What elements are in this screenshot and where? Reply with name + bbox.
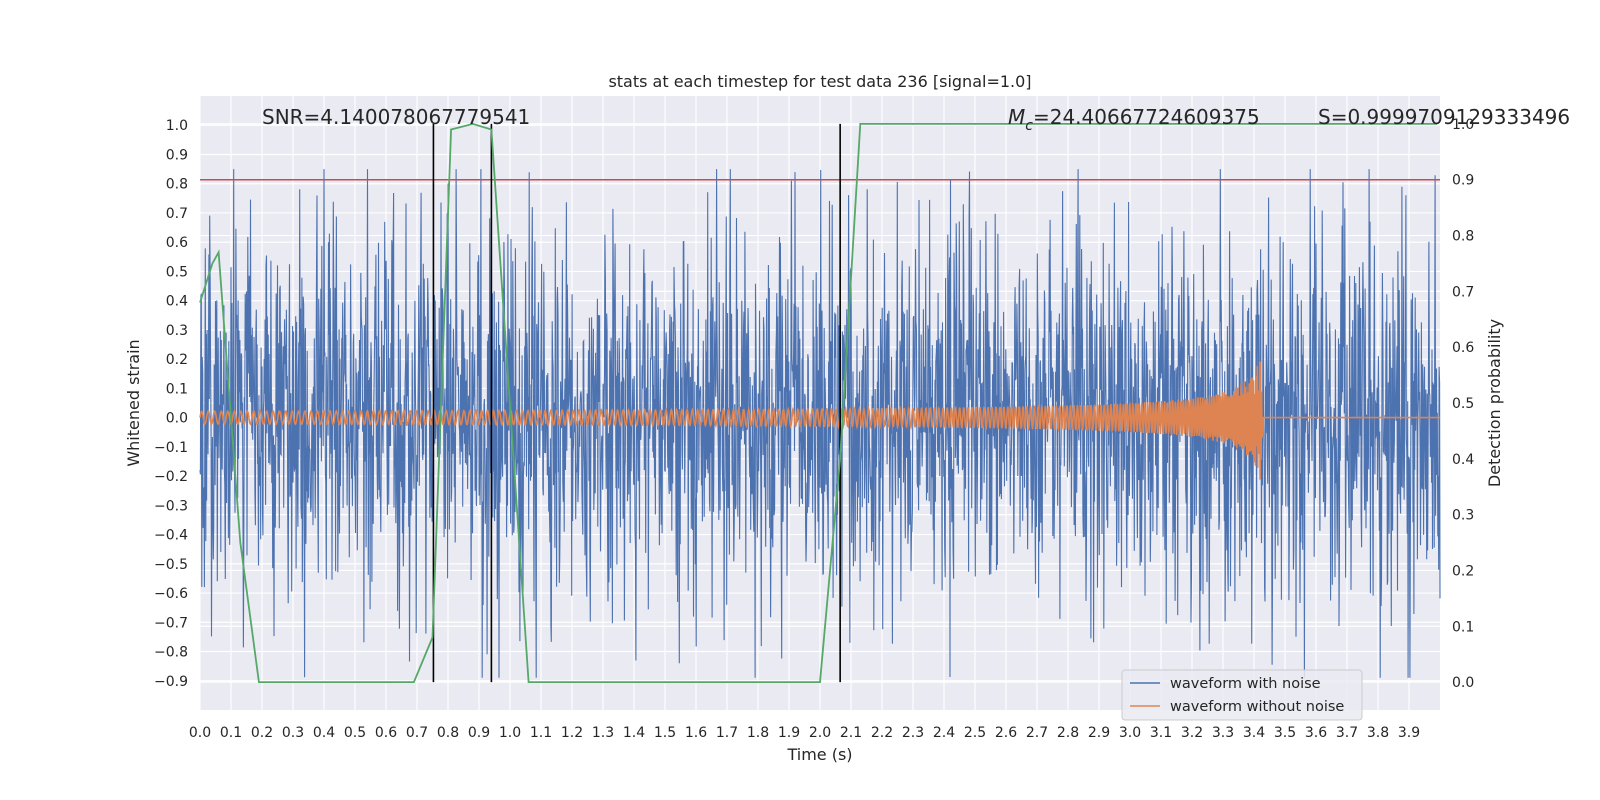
chirp-mass-annotation: Mc=24.40667724609375 <box>1008 105 1260 134</box>
y-tick-label-left: −0.9 <box>154 674 188 690</box>
x-tick-label: 1.0 <box>499 725 521 741</box>
x-tick-label: 3.5 <box>1274 725 1296 741</box>
y-tick-label-left: 0.5 <box>166 264 188 280</box>
x-tick-label: 1.9 <box>778 725 800 741</box>
y-tick-label-left: 0.2 <box>166 352 188 368</box>
x-tick-label: 2.7 <box>1026 725 1048 741</box>
y-tick-label-right: 0.2 <box>1452 563 1474 579</box>
legend-label-clean: waveform without noise <box>1170 699 1344 715</box>
x-tick-label: 2.8 <box>1057 725 1079 741</box>
x-tick-label: 0.4 <box>313 725 335 741</box>
x-tick-label: 3.0 <box>1119 725 1141 741</box>
x-tick-label: 2.2 <box>871 725 893 741</box>
x-tick-label: 2.5 <box>964 725 986 741</box>
x-tick-label: 0.5 <box>344 725 366 741</box>
x-tick-label: 0.3 <box>282 725 304 741</box>
y-tick-label-left: 0.3 <box>166 323 188 339</box>
y-tick-label-left: −0.6 <box>154 586 188 602</box>
x-tick-label: 1.7 <box>716 725 738 741</box>
y-tick-label-left: −0.2 <box>154 469 188 485</box>
x-tick-label: 3.2 <box>1181 725 1203 741</box>
x-tick-label: 3.7 <box>1336 725 1358 741</box>
x-tick-label: 0.2 <box>251 725 273 741</box>
y-tick-label-right: 0.6 <box>1452 340 1474 356</box>
y-tick-label-left: 0.7 <box>166 206 188 222</box>
score-annotation: S=0.9999709129333496 <box>1318 105 1570 129</box>
x-tick-label: 3.9 <box>1398 725 1420 741</box>
chirp-layer <box>199 361 1440 480</box>
ticks: 0.0 0.1 0.2 0.3 0.4 0.5 0.6 0.7 0.8 0.9 1.0 1.1 1.2 1… <box>154 117 1474 741</box>
x-tick-label: 1.8 <box>747 725 769 741</box>
y-tick-label-left: −0.4 <box>154 528 188 544</box>
y-tick-label-left: 0.1 <box>166 381 188 397</box>
y-tick-label-right: 0.9 <box>1452 173 1474 189</box>
y-tick-label-right: 0.3 <box>1452 508 1474 524</box>
x-tick-label: 1.4 <box>623 725 645 741</box>
x-tick-label: 1.1 <box>530 725 552 741</box>
x-tick-label: 0.9 <box>468 725 490 741</box>
y-tick-label-right: 0.0 <box>1452 675 1474 691</box>
probability-layer <box>199 122 1437 683</box>
y-tick-label-left: 0.9 <box>166 147 188 163</box>
y-tick-label-right: 0.7 <box>1452 284 1474 300</box>
legend-label-noise: waveform with noise <box>1170 676 1321 692</box>
y-tick-label-left: −0.5 <box>154 557 188 573</box>
x-tick-label: 1.5 <box>654 725 676 741</box>
x-tick-label: 2.6 <box>995 725 1017 741</box>
x-tick-label: 3.4 <box>1243 725 1265 741</box>
y-tick-label-left: 0.0 <box>166 411 188 427</box>
legend-box <box>1121 669 1363 721</box>
y-tick-label-left: 0.4 <box>166 294 188 310</box>
x-tick-label: 3.8 <box>1367 725 1389 741</box>
chirp-mass-subscript: c <box>1025 118 1033 134</box>
x-tick-label: 0.6 <box>375 725 397 741</box>
noise-layer <box>199 169 1441 678</box>
legend: waveform with noise waveform without noi… <box>1121 669 1363 721</box>
x-tick-label: 1.2 <box>561 725 583 741</box>
x-tick-label: 0.1 <box>220 725 242 741</box>
x-tick-label: 2.9 <box>1088 725 1110 741</box>
y-axis-label-left: Whitened strain <box>124 339 143 466</box>
y-tick-label-right: 1.0 <box>1452 117 1474 133</box>
y-tick-label-left: −0.7 <box>154 615 188 631</box>
x-tick-label: 2.1 <box>840 725 862 741</box>
y-tick-label-left: −0.1 <box>154 440 188 456</box>
y-tick-label-right: 0.4 <box>1452 452 1474 468</box>
x-axis-label: Time (s) <box>786 745 852 764</box>
series-line-waveform-with-noise <box>199 169 1441 678</box>
y-tick-label-right: 0.1 <box>1452 619 1474 635</box>
x-tick-label: 2.3 <box>902 725 924 741</box>
y-tick-label-left: −0.8 <box>154 645 188 661</box>
y-tick-label-right: 0.5 <box>1452 396 1474 412</box>
x-tick-label: 0.8 <box>437 725 459 741</box>
x-tick-label: 1.6 <box>685 725 707 741</box>
chart-title: stats at each timestep for test data 236… <box>608 72 1031 91</box>
series-line-waveform-without-noise <box>199 361 1440 480</box>
y-tick-label-left: 1.0 <box>166 118 188 134</box>
series-line-detection-probability <box>199 122 1437 683</box>
x-tick-label: 0.0 <box>189 725 211 741</box>
x-tick-label: 1.3 <box>592 725 614 741</box>
x-tick-label: 2.4 <box>933 725 955 741</box>
y-axis-label-right: Detection probability <box>1485 319 1504 487</box>
x-tick-label: 3.1 <box>1150 725 1172 741</box>
y-tick-label-left: 0.6 <box>166 235 188 251</box>
x-tick-label: 3.3 <box>1212 725 1234 741</box>
x-tick-label: 0.7 <box>406 725 428 741</box>
y-tick-label-left: −0.3 <box>154 498 188 514</box>
x-tick-label: 3.6 <box>1305 725 1327 741</box>
x-tick-label: 2.0 <box>809 725 831 741</box>
chirp-mass-symbol: M <box>1008 105 1025 129</box>
y-tick-label-right: 0.8 <box>1452 229 1474 245</box>
y-tick-label-left: 0.8 <box>166 177 188 193</box>
snr-annotation: SNR=4.140078067779541 <box>262 105 530 129</box>
chirp-mass-value: =24.40667724609375 <box>1033 105 1260 129</box>
